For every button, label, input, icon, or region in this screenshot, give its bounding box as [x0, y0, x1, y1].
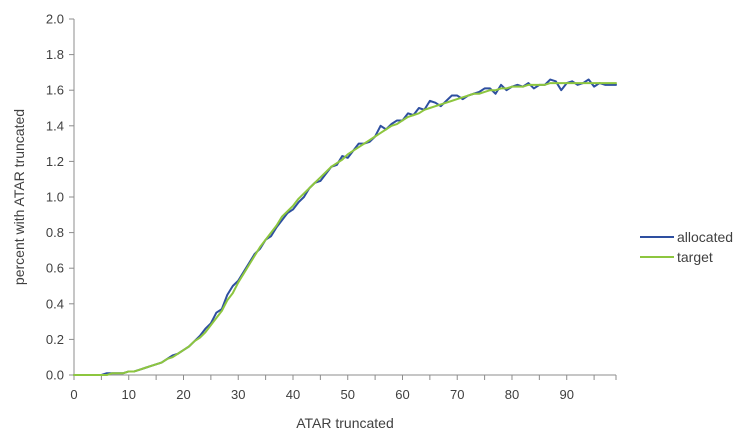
x-tick-label: 10: [122, 387, 136, 402]
y-axis-title: percent with ATAR truncated: [11, 109, 27, 285]
x-tick-label: 20: [176, 387, 190, 402]
axes-layer: 0.0 0.2 0.4 0.6 0.8 1.0 1.2 1.4 1.6 1.8 2.0 0 10 20 30…: [46, 12, 617, 402]
legend-label-allocated: allocated: [677, 229, 733, 245]
x-tick-label: 40: [286, 387, 300, 402]
x-tick-label: 0: [70, 387, 77, 402]
y-tick-label: 2.0: [46, 12, 64, 27]
y-tick-label: 0.8: [46, 225, 64, 240]
y-tick-label: 0.4: [46, 296, 64, 311]
x-tick-label: 50: [341, 387, 355, 402]
y-tick-label: 0.0: [46, 368, 64, 383]
y-tick-label: 1.4: [46, 118, 64, 133]
x-tick-label: 90: [559, 387, 573, 402]
x-tick-label: 60: [395, 387, 409, 402]
y-tick-label: 1.8: [46, 47, 64, 62]
y-tick-label: 0.2: [46, 332, 64, 347]
series-line-target: [73, 82, 617, 376]
y-tick-label: 0.6: [46, 261, 64, 276]
x-tick-label: 70: [450, 387, 464, 402]
x-tick-label: 80: [505, 387, 519, 402]
y-tick-label: 1.0: [46, 190, 64, 205]
series-line-allocated: [73, 78, 617, 376]
legend-label-target: target: [677, 249, 713, 265]
x-axis-title: ATAR truncated: [296, 415, 394, 431]
x-tick-label: 30: [231, 387, 245, 402]
series-layer: [73, 78, 617, 376]
y-tick-label: 1.2: [46, 154, 64, 169]
y-tick-label: 1.6: [46, 83, 64, 98]
legend: allocated target: [640, 229, 733, 265]
